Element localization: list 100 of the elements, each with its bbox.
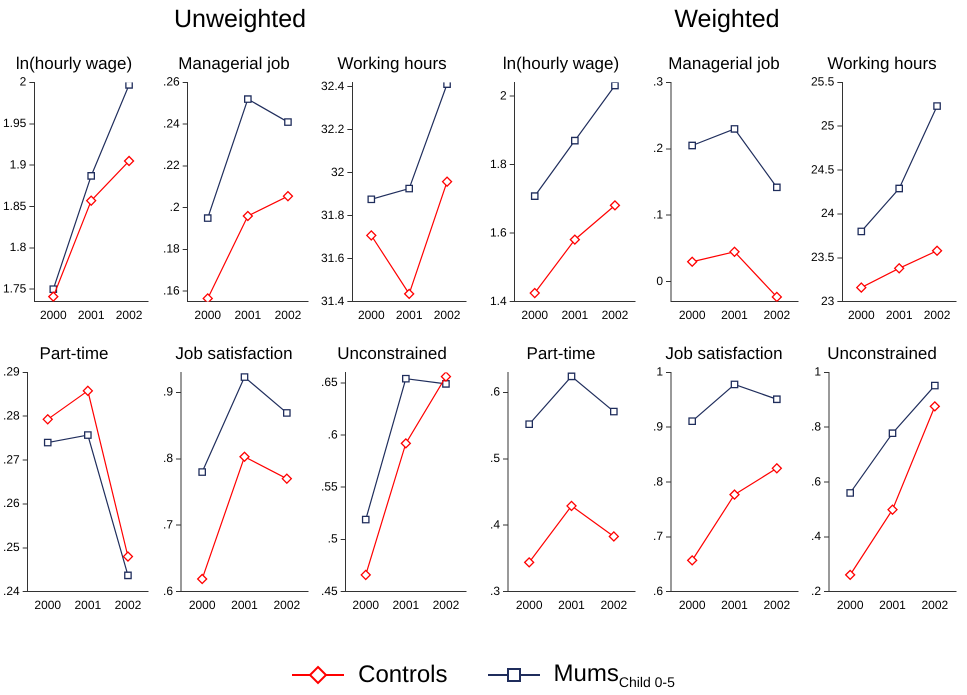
point xyxy=(242,210,253,222)
x-tick-label: 2002 xyxy=(600,598,628,612)
y-tick-label: .5 xyxy=(328,532,338,546)
chart-title: Managerial job xyxy=(668,54,780,73)
x-tick-label: 2000 xyxy=(188,598,216,612)
y-tick-label: 1.4 xyxy=(490,294,507,308)
y-tick-label: .4 xyxy=(490,517,500,532)
point xyxy=(525,420,534,428)
y-tick-label: 23.5 xyxy=(810,250,835,264)
point xyxy=(845,570,856,580)
point xyxy=(730,380,738,388)
y-tick-label: .8 xyxy=(810,420,822,434)
point xyxy=(568,372,576,380)
point xyxy=(530,192,539,200)
x-tick-label: 2002 xyxy=(763,598,791,612)
point xyxy=(82,386,93,396)
y-tick-label: 2 xyxy=(20,74,27,89)
point xyxy=(122,551,134,562)
x-tick-label: 2001 xyxy=(74,598,102,612)
point xyxy=(284,118,292,126)
y-tick-label: 25.5 xyxy=(810,74,835,89)
y-tick-label: .9 xyxy=(162,384,174,399)
x-tick-label: 2000 xyxy=(194,308,222,322)
y-tick-label: 0 xyxy=(656,274,664,288)
point xyxy=(610,408,618,416)
y-tick-label: .5 xyxy=(490,451,500,466)
point xyxy=(87,172,96,180)
y-tick-label: .6 xyxy=(328,427,338,442)
chart-title: Job satisfaction xyxy=(665,344,783,363)
point xyxy=(239,452,250,462)
point xyxy=(571,136,579,144)
point xyxy=(124,572,132,580)
x-tick-label: 2000 xyxy=(358,308,385,322)
y-tick-label: .2 xyxy=(652,141,664,156)
point xyxy=(48,291,58,302)
y-tick-label: .18 xyxy=(162,242,180,256)
point xyxy=(610,200,620,211)
x-tick-label: 2001 xyxy=(392,598,420,612)
y-tick-label: .6 xyxy=(652,584,664,598)
point xyxy=(244,95,252,103)
x-tick-label: 2001 xyxy=(231,598,258,612)
x-tick-label: 2000 xyxy=(678,598,706,612)
y-tick-label: 31.6 xyxy=(320,250,345,265)
chart-title: Working hours xyxy=(337,54,447,73)
point xyxy=(440,372,452,382)
y-tick-label: 1.8 xyxy=(10,240,27,254)
point xyxy=(402,374,410,382)
y-tick-label: .16 xyxy=(162,283,180,298)
x-tick-label: 2002 xyxy=(763,308,791,322)
point xyxy=(443,82,451,88)
y-tick-label: .27 xyxy=(2,452,20,466)
y-tick-label: .3 xyxy=(490,584,500,598)
point xyxy=(442,380,450,388)
x-tick-label: 2001 xyxy=(396,308,423,322)
y-tick-label: .26 xyxy=(162,74,180,89)
x-tick-label: 2000 xyxy=(516,598,543,612)
y-tick-label: 24.5 xyxy=(810,162,835,176)
y-tick-label: 1.75 xyxy=(2,282,27,296)
y-tick-label: .65 xyxy=(320,375,338,390)
point xyxy=(688,417,696,426)
y-tick-label: 24 xyxy=(820,206,835,220)
point xyxy=(197,574,208,584)
x-tick-label: 2002 xyxy=(921,598,949,612)
chart-title: Part-time xyxy=(40,344,108,363)
y-tick-label: .24 xyxy=(162,116,180,130)
point xyxy=(405,184,414,192)
x-tick-label: 2001 xyxy=(558,598,586,612)
point xyxy=(124,156,134,166)
chart-title: Working hours xyxy=(827,54,937,73)
chart-title: Part-time xyxy=(526,344,596,363)
y-tick-label: .22 xyxy=(162,158,180,172)
y-tick-label: .28 xyxy=(2,408,20,423)
point xyxy=(857,228,866,236)
point xyxy=(773,184,781,192)
point xyxy=(888,429,896,438)
y-tick-label: 31.4 xyxy=(320,294,345,308)
y-tick-label: 1.85 xyxy=(2,198,27,213)
y-tick-label: .2 xyxy=(170,200,180,214)
x-tick-label: 2000 xyxy=(521,308,548,322)
y-tick-label: .55 xyxy=(320,480,338,494)
point xyxy=(240,373,248,381)
point xyxy=(44,438,52,446)
point xyxy=(530,288,540,298)
point xyxy=(566,500,577,512)
legend-label: Mums$_{Child 0-5}$ xyxy=(554,660,675,690)
y-tick-label: 1.8 xyxy=(490,156,507,171)
y-tick-label: .4 xyxy=(810,529,822,544)
y-tick-label: 1.95 xyxy=(2,116,27,130)
point xyxy=(688,142,696,150)
point xyxy=(524,557,534,568)
x-tick-label: 2002 xyxy=(432,598,460,612)
y-tick-label: .3 xyxy=(652,74,664,89)
x-tick-label: 2001 xyxy=(78,308,105,322)
x-tick-label: 2002 xyxy=(602,308,629,322)
point xyxy=(198,468,206,476)
y-tick-label: .2 xyxy=(810,584,822,598)
point xyxy=(931,382,939,390)
y-tick-label: 1 xyxy=(656,364,664,379)
point xyxy=(729,246,740,257)
point xyxy=(730,125,738,133)
